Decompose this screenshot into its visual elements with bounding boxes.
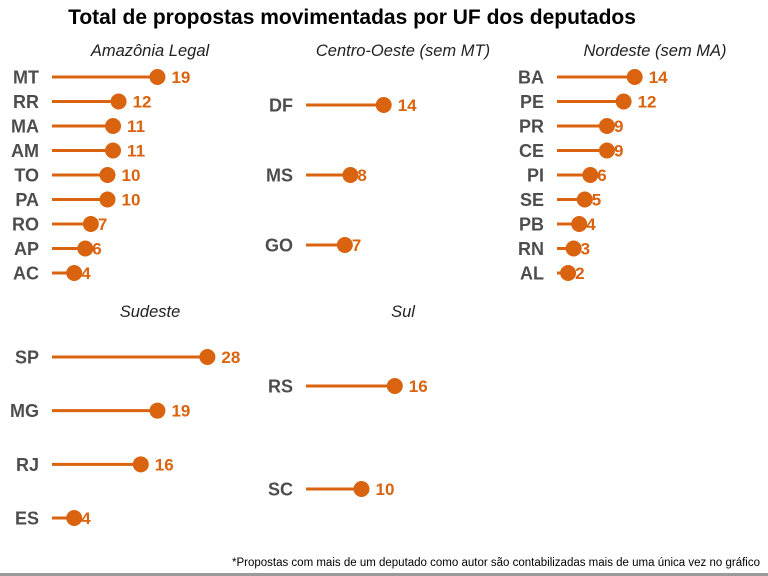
value-label: 12 [133, 93, 152, 112]
category-label: PR [519, 117, 544, 137]
panel-title: Amazônia Legal [90, 42, 211, 60]
lollipop-dot [66, 510, 83, 526]
value-label: 10 [122, 191, 141, 210]
category-label: SP [15, 348, 39, 368]
lollipop-dot [353, 481, 370, 497]
panel-title: Nordeste (sem MA) [583, 42, 726, 60]
lollipop-dot [82, 216, 99, 232]
value-label: 28 [221, 348, 240, 367]
lollipop-dot [375, 97, 392, 113]
lollipop-dot [77, 240, 94, 257]
category-label: TO [14, 166, 39, 186]
value-label: 10 [122, 166, 141, 185]
panel-0: Amazônia Legal MT 19 RR 12 MA 11 AM 11 TO 10 PA 10 RO… [11, 42, 210, 284]
lollipop-dot [105, 118, 122, 134]
lollipop-dot [66, 265, 83, 281]
lollipop-dot [615, 93, 632, 110]
value-label: 19 [171, 402, 190, 421]
lollipop-dot [565, 240, 582, 257]
category-label: AP [14, 239, 39, 259]
lollipop-dot [132, 456, 149, 473]
category-label: AC [13, 264, 39, 284]
value-label: 16 [155, 455, 174, 474]
panel-title: Sudeste [120, 303, 181, 321]
value-label: 10 [376, 480, 395, 499]
lollipop-dot [598, 142, 615, 159]
category-label: RN [518, 239, 544, 259]
lollipop-dot [582, 167, 599, 183]
value-label: 6 [92, 240, 101, 259]
category-label: CE [519, 141, 544, 161]
category-label: AL [520, 264, 544, 284]
panel-1: Centro-Oeste (sem MT) DF 14 MS 8 GO 7 [265, 42, 490, 256]
lollipop-dot [149, 402, 166, 419]
chart-title: Total de propostas movimentadas por UF d… [68, 6, 636, 29]
category-label: SC [268, 480, 293, 500]
panel-4: Sul RS 16 SC 10 [268, 303, 428, 500]
category-label: RJ [16, 455, 39, 475]
lollipop-dot [560, 265, 577, 281]
lollipop-dot [571, 216, 588, 232]
category-label: ES [15, 509, 39, 529]
lollipop-dot [99, 167, 116, 183]
panel-3: Sudeste SP 28 MG 19 RJ 16 ES 4 [10, 303, 240, 529]
lollipop-dot [99, 191, 116, 208]
bottom-rule [0, 573, 768, 576]
value-label: 7 [352, 236, 361, 255]
category-label: PA [15, 190, 39, 210]
value-label: 12 [638, 93, 657, 112]
value-label: 7 [98, 215, 107, 234]
value-label: 16 [409, 377, 428, 396]
category-label: MT [13, 68, 39, 88]
panel-2: Nordeste (sem MA) BA 14 PE 12 PR 9 CE 9 PI 6 SE 5 PB 4… [518, 42, 727, 284]
value-label: 9 [614, 142, 623, 161]
category-label: GO [265, 236, 293, 256]
panels: Amazônia Legal MT 19 RR 12 MA 11 AM 11 TO 10 PA 10 RO… [10, 42, 727, 529]
value-label: 14 [649, 68, 668, 87]
value-label: 8 [357, 166, 366, 185]
category-label: PI [527, 166, 544, 186]
category-label: PE [520, 92, 544, 112]
category-label: AM [11, 141, 39, 161]
lollipop-dot [199, 349, 216, 365]
lollipop-dot [149, 69, 166, 85]
value-label: 19 [171, 68, 190, 87]
lollipop-dot [110, 93, 127, 110]
category-label: RR [13, 92, 39, 112]
category-label: DF [269, 96, 293, 116]
value-label: 4 [81, 509, 91, 528]
lollipop-dot [598, 118, 615, 134]
category-label: PB [519, 215, 544, 235]
lollipop-dot [386, 378, 403, 394]
category-label: SE [520, 190, 544, 210]
category-label: MG [10, 401, 39, 421]
value-label: 4 [586, 215, 596, 234]
value-label: 2 [575, 264, 584, 283]
lollipop-dot [626, 69, 643, 85]
footnote: *Propostas com mais de um deputado como … [232, 557, 760, 569]
value-label: 5 [592, 191, 601, 210]
lollipop-dot [342, 167, 359, 183]
value-label: 6 [597, 166, 606, 185]
category-label: MS [266, 166, 293, 186]
category-label: RO [12, 215, 39, 235]
value-label: 4 [81, 264, 91, 283]
lollipop-dot [336, 237, 353, 253]
panel-title: Centro-Oeste (sem MT) [316, 42, 490, 60]
value-label: 14 [398, 96, 417, 115]
value-label: 11 [127, 117, 145, 136]
value-label: 3 [581, 240, 590, 259]
lollipop-dot [576, 191, 593, 208]
category-label: MA [11, 117, 39, 137]
panel-title: Sul [391, 303, 416, 321]
value-label: 11 [127, 142, 145, 161]
category-label: BA [518, 68, 544, 88]
lollipop-dot [105, 142, 122, 159]
category-label: RS [268, 377, 293, 397]
value-label: 9 [614, 117, 623, 136]
